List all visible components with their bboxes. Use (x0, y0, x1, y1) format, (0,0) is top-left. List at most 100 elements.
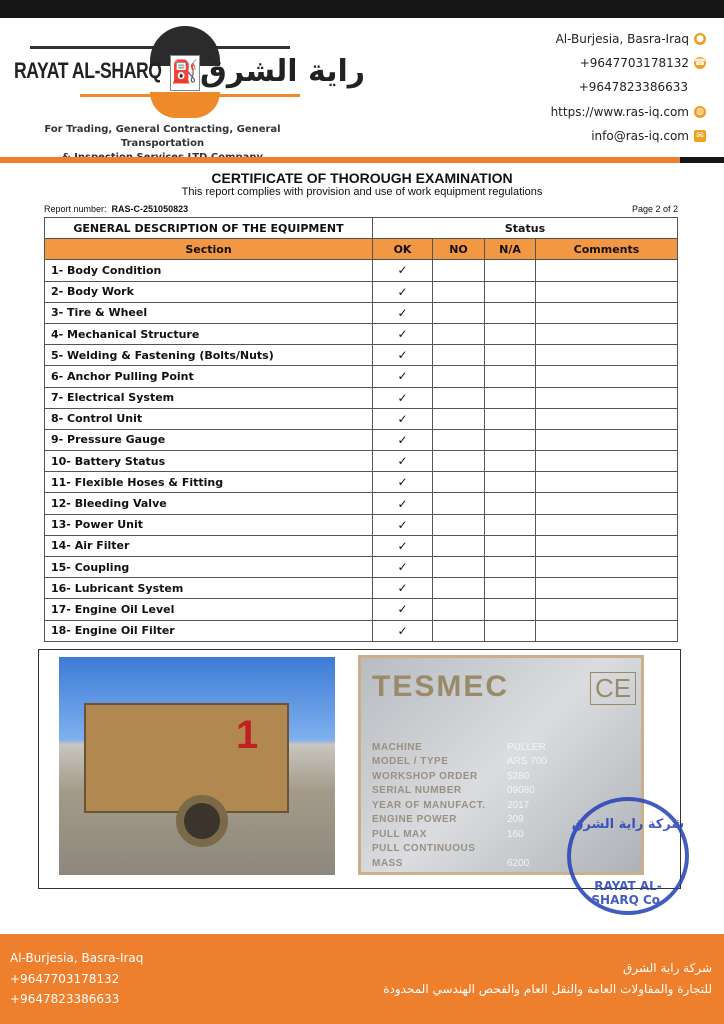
nameplate-value: PULLER (507, 741, 546, 753)
contact-email[interactable]: info@ras-iq.com ✉ (591, 129, 706, 143)
photo-box (38, 649, 681, 889)
stamp-text-ar: شركة راية الشرق (571, 817, 685, 832)
table-row: 14- Air Filter ✓ (44, 534, 678, 558)
section-name: 14- Air Filter (44, 534, 373, 558)
comments-cell (535, 407, 678, 430)
nameplate-field: ENGINE POWER 209 (372, 813, 632, 828)
table-row: 7- Electrical System ✓ (44, 386, 678, 409)
footer-phone: +9647823386633 (10, 992, 120, 1006)
footer: Al-Burjesia, Basra-Iraq +9647703178132 +… (0, 934, 724, 1024)
ok-cell: ✓ (372, 450, 433, 473)
no-cell (432, 534, 485, 558)
nameplate-label: ENGINE POWER (372, 814, 457, 826)
nameplate-value: 209 (507, 814, 524, 826)
comments-cell (535, 259, 678, 282)
nameplate-value: 5280 (507, 770, 530, 782)
na-cell (484, 577, 536, 600)
column-header-section: Section (44, 238, 373, 261)
footer-company-desc-ar: للتجارة والمقاولات العامة والنقل العام و… (383, 982, 712, 996)
no-cell (432, 492, 485, 515)
ok-cell: ✓ (372, 534, 433, 558)
ok-cell: ✓ (372, 280, 433, 303)
ok-cell: ✓ (372, 555, 433, 579)
nameplate-field: MODEL / TYPE ARS 700 (372, 755, 632, 770)
section-name: 15- Coupling (44, 555, 373, 579)
contact-website[interactable]: https://www.ras-iq.com ◍ (551, 105, 706, 119)
website-link[interactable]: https://www.ras-iq.com (550, 105, 689, 119)
group-header-description: GENERAL DESCRIPTION OF THE EQUIPMENT (44, 216, 373, 240)
table-row: 3- Tire & Wheel ✓ (44, 301, 678, 324)
check-mark-icon: ✓ (397, 496, 408, 511)
contact-address: Al-Burjesia, Basra-Iraq ● (556, 32, 706, 46)
header-divider (0, 157, 680, 163)
nameplate-field: SERIAL NUMBER 09080 (372, 784, 632, 799)
no-cell (432, 619, 485, 642)
no-cell (432, 259, 485, 282)
no-cell (432, 407, 485, 430)
no-cell (432, 598, 485, 621)
na-cell (484, 598, 536, 621)
table-row: 1- Body Condition ✓ (44, 259, 678, 282)
group-header-status: Status (372, 216, 678, 240)
na-cell (484, 322, 536, 346)
comments-cell (535, 534, 678, 558)
ok-cell: ✓ (372, 471, 433, 494)
check-mark-icon: ✓ (397, 538, 408, 553)
section-name: 16- Lubricant System (44, 577, 373, 600)
na-cell (484, 280, 536, 303)
nameplate-label: MASS (372, 857, 403, 869)
tagline-line: For Trading, General Contracting, Genera… (44, 124, 281, 149)
ok-cell: ✓ (372, 577, 433, 600)
email-link[interactable]: info@ras-iq.com (591, 129, 689, 143)
na-cell (484, 407, 536, 430)
nameplate-field: PULL CONTINUOUS (372, 842, 632, 857)
column-header-comments: Comments (535, 238, 678, 261)
check-mark-icon: ✓ (397, 602, 408, 617)
ok-cell: ✓ (372, 344, 433, 367)
no-cell (432, 513, 485, 536)
check-mark-icon: ✓ (397, 517, 408, 532)
page-indicator: Page 2 of 2 (631, 204, 678, 214)
document-title: CERTIFICATE OF THOROUGH EXAMINATION (211, 170, 513, 186)
no-cell (432, 450, 485, 473)
nameplate-label: SERIAL NUMBER (372, 785, 462, 797)
nameplate-field: PULL MAX 160 (372, 827, 632, 842)
comments-cell (535, 386, 678, 409)
section-name: 18- Engine Oil Filter (44, 619, 373, 642)
section-name: 1- Body Condition (44, 259, 373, 282)
nameplate-label: MODEL / TYPE (372, 756, 449, 768)
no-cell (432, 555, 485, 579)
na-cell (484, 513, 536, 536)
table-row: 6- Anchor Pulling Point ✓ (44, 365, 678, 388)
contact-phone-2: +9647823386633 (579, 80, 688, 94)
ok-cell: ✓ (372, 513, 433, 536)
report-number-value: RAS-C-251050823 (111, 204, 189, 214)
no-cell (432, 386, 485, 409)
oil-derrick-icon: ⛽ (170, 55, 200, 91)
section-name: 10- Battery Status (44, 450, 373, 473)
check-mark-icon: ✓ (397, 263, 408, 278)
no-cell (432, 344, 485, 367)
nameplate-label: YEAR OF MANUFACT. (372, 799, 486, 811)
no-cell (432, 428, 485, 452)
comments-cell (535, 492, 678, 515)
check-mark-icon: ✓ (397, 327, 408, 342)
logo-gear-icon (150, 92, 220, 118)
na-cell (484, 386, 536, 409)
check-mark-icon: ✓ (397, 432, 408, 447)
check-mark-icon: ✓ (397, 475, 408, 490)
table-row: 13- Power Unit ✓ (44, 513, 678, 536)
contact-text: Al-Burjesia, Basra-Iraq (555, 32, 689, 46)
ok-cell: ✓ (372, 386, 433, 409)
footer-company-ar: شركة راية الشرق للتجارة والمقاولات العام… (383, 958, 712, 1000)
column-header-no: NO (432, 238, 485, 261)
report-label: Report number: (44, 204, 107, 214)
table-row: 12- Bleeding Valve ✓ (44, 492, 678, 515)
company-stamp: شركة راية الشرق RAYAT AL-SHARQ Co. (567, 797, 689, 915)
no-cell (432, 280, 485, 303)
footer-company-name-ar: شركة راية الشرق (623, 961, 712, 975)
inspection-table: GENERAL DESCRIPTION OF THE EQUIPMENT Stat… (44, 216, 678, 642)
ok-cell: ✓ (372, 301, 433, 324)
nameplate-field: MASS 6200 (372, 856, 632, 871)
nameplate-value: 6200 (507, 857, 530, 869)
